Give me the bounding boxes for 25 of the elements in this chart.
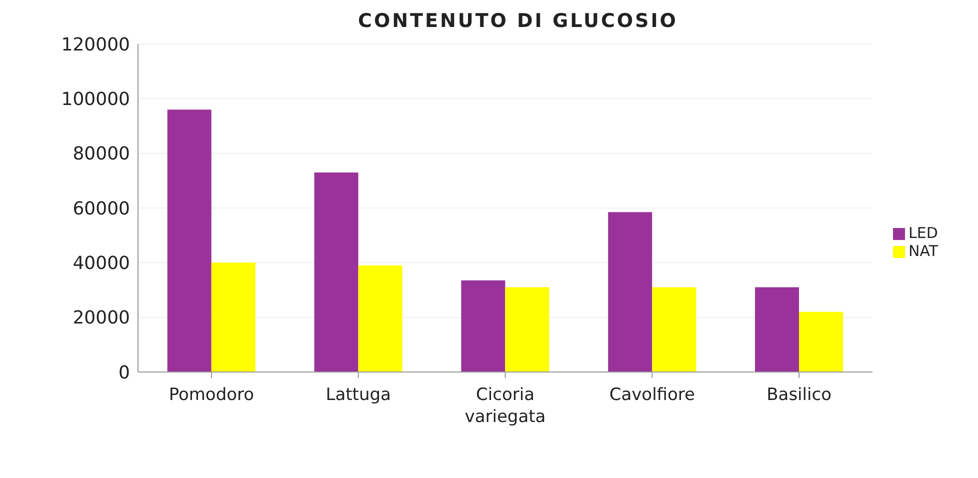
x-tick-label: Cicoria variegata <box>464 385 546 427</box>
y-tick-label: 120000 <box>61 34 130 56</box>
bar <box>652 287 696 372</box>
legend-label: NAT <box>908 242 938 260</box>
bar <box>461 280 506 372</box>
y-tick-label: 100000 <box>61 89 130 110</box>
y-tick-label: 40000 <box>72 253 130 274</box>
bar <box>754 287 799 372</box>
chart-title: CONTENUTO DI GLUCOSIO <box>357 10 679 32</box>
x-tick-label: Pomodoro <box>168 385 254 405</box>
x-tick-label: Cavolfiore <box>609 385 695 405</box>
bar <box>505 287 550 372</box>
x-tick-label: Basilico <box>766 385 832 405</box>
bar <box>314 172 358 372</box>
y-tick-label: 0 <box>118 362 130 384</box>
bar <box>798 312 843 372</box>
legend-label: LED <box>908 224 938 242</box>
bar <box>358 265 402 372</box>
y-tick-label: 80000 <box>72 144 130 165</box>
x-tick-label: Lattuga <box>326 385 391 405</box>
y-tick-label: 20000 <box>72 308 130 329</box>
bar <box>167 110 212 372</box>
bar <box>608 212 652 372</box>
bar <box>211 262 256 372</box>
y-tick-label: 60000 <box>72 198 130 220</box>
